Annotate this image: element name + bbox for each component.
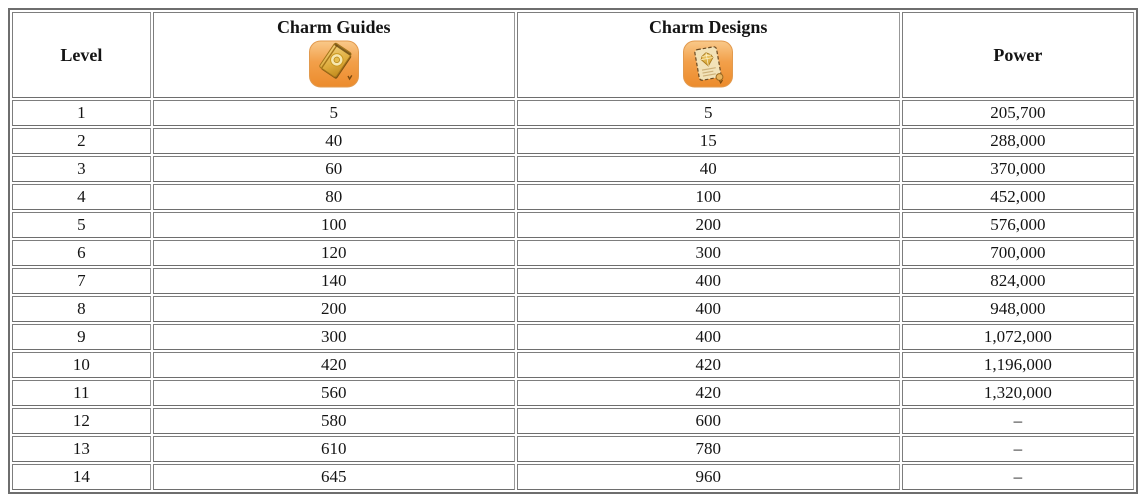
power-cell: 1,196,000 (901, 352, 1134, 378)
table-row: 1 5 5 205,700 (12, 100, 1134, 126)
level-cell: 6 (12, 240, 151, 266)
power-cell: 1,072,000 (901, 324, 1134, 350)
table-row: 2 40 15 288,000 (12, 128, 1134, 154)
power-cell: 948,000 (901, 296, 1134, 322)
table-row: 9 300 400 1,072,000 (12, 324, 1134, 350)
table-row: 4 80 100 452,000 (12, 184, 1134, 210)
charm-designs-cell: 200 (516, 212, 900, 238)
charm-designs-cell: 400 (516, 296, 900, 322)
charm-guides-cell: 5 (152, 100, 515, 126)
level-cell: 12 (12, 408, 151, 434)
table-row: 7 140 400 824,000 (12, 268, 1134, 294)
level-column-label: Level (60, 44, 103, 65)
charm-designs-cell: 5 (516, 100, 900, 126)
level-cell: 9 (12, 324, 151, 350)
charm-guides-cell: 580 (152, 408, 515, 434)
charm-designs-cell: 420 (516, 352, 900, 378)
level-cell: 1 (12, 100, 151, 126)
charm-guides-cell: 40 (152, 128, 515, 154)
power-cell: – (901, 436, 1134, 462)
table-row: 11 560 420 1,320,000 (12, 380, 1134, 406)
table-row: 13 610 780– (12, 436, 1134, 462)
level-cell: 3 (12, 156, 151, 182)
power-cell: 452,000 (901, 184, 1134, 210)
power-cell: – (901, 408, 1134, 434)
charm-designs-cell: 400 (516, 324, 900, 350)
column-header-power: Power (901, 12, 1134, 98)
power-cell: 576,000 (901, 212, 1134, 238)
table-row: 10 420 420 1,196,000 (12, 352, 1134, 378)
header-row: Level Charm Guides (12, 12, 1134, 98)
charm-guides-column-label: Charm Guides (276, 17, 391, 37)
power-cell: 288,000 (901, 128, 1134, 154)
charm-guides-cell: 80 (152, 184, 515, 210)
charm-guides-cell: 120 (152, 240, 515, 266)
level-cell: 2 (12, 128, 151, 154)
table-row: 6 120 300 700,000 (12, 240, 1134, 266)
table-row: 12 580 600– (12, 408, 1134, 434)
level-cell: 13 (12, 436, 151, 462)
level-cell: 11 (12, 380, 151, 406)
level-cell: 4 (12, 184, 151, 210)
column-header-level: Level (12, 12, 151, 98)
level-cell: 7 (12, 268, 151, 294)
charm-guides-cell: 200 (152, 296, 515, 322)
table-row: 3 60 40 370,000 (12, 156, 1134, 182)
charm-designs-cell: 15 (516, 128, 900, 154)
level-cell: 8 (12, 296, 151, 322)
charm-guides-cell: 140 (152, 268, 515, 294)
charm-guides-cell: 300 (152, 324, 515, 350)
charm-designs-cell: 780 (516, 436, 900, 462)
column-header-charm-designs: Charm Designs (516, 12, 900, 98)
table-row: 5 100 200 576,000 (12, 212, 1134, 238)
table-header: Level Charm Guides (12, 12, 1134, 98)
power-cell: 205,700 (901, 100, 1134, 126)
charm-designs-cell: 400 (516, 268, 900, 294)
table-body: 1 5 5 205,700 2 40 15 288,000 3 60 40 370,000 4 80 100… (12, 100, 1134, 490)
charm-designs-cell: 960 (516, 464, 900, 490)
charm-design-scroll-icon (682, 40, 734, 88)
charm-guides-cell: 60 (152, 156, 515, 182)
level-cell: 5 (12, 212, 151, 238)
charm-designs-column-label: Charm Designs (648, 17, 768, 37)
power-cell: 824,000 (901, 268, 1134, 294)
column-header-charm-guides: Charm Guides (152, 12, 515, 98)
charm-guides-cell: 645 (152, 464, 515, 490)
power-cell: 1,320,000 (901, 380, 1134, 406)
level-cell: 10 (12, 352, 151, 378)
charm-guides-cell: 420 (152, 352, 515, 378)
power-column-label: Power (993, 44, 1043, 65)
charm-designs-cell: 600 (516, 408, 900, 434)
table-row: 8 200 400 948,000 (12, 296, 1134, 322)
charm-designs-cell: 100 (516, 184, 900, 210)
charm-guides-cell: 610 (152, 436, 515, 462)
power-cell: – (901, 464, 1134, 490)
charm-designs-cell: 420 (516, 380, 900, 406)
charm-upgrade-table: Level Charm Guides (8, 8, 1138, 494)
power-cell: 370,000 (901, 156, 1134, 182)
charm-designs-cell: 300 (516, 240, 900, 266)
charm-guide-book-icon (308, 40, 360, 88)
charm-designs-cell: 40 (516, 156, 900, 182)
level-cell: 14 (12, 464, 151, 490)
power-cell: 700,000 (901, 240, 1134, 266)
table-row: 14 645 960– (12, 464, 1134, 490)
charm-guides-cell: 560 (152, 380, 515, 406)
charm-guides-cell: 100 (152, 212, 515, 238)
